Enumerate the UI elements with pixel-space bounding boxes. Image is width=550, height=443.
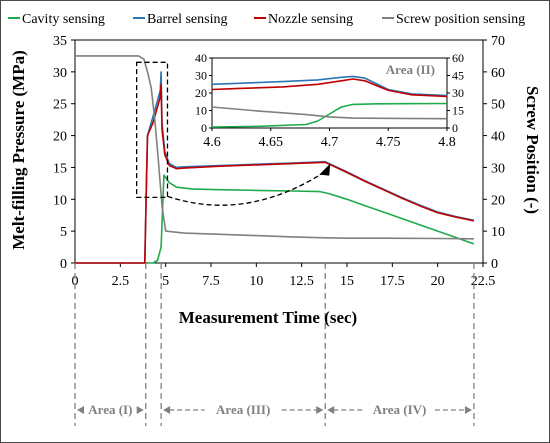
x-tick-label: 12.5 bbox=[289, 274, 314, 289]
y2-tick-label: 70 bbox=[491, 34, 505, 49]
x-tick-label: 17.5 bbox=[380, 274, 405, 289]
y2-tick-label: 10 bbox=[491, 225, 505, 240]
y2-axis-label: Screw Position (-) bbox=[523, 86, 542, 214]
region-arrow-head bbox=[327, 406, 335, 414]
inset-y-tick-label: 0 bbox=[201, 121, 207, 135]
y2-tick-label: 30 bbox=[491, 161, 505, 176]
inset-plot: 0 10 20 30 40 0 15 30 45 60 4.6 4.65 4.7 4.75 4.8 Area … bbox=[195, 51, 464, 150]
inset-y2-tick-label: 0 bbox=[452, 121, 458, 135]
region-arrow-head bbox=[136, 406, 144, 414]
x-tick-label: 15 bbox=[340, 274, 354, 289]
inset-y2-tick-label: 15 bbox=[452, 104, 464, 118]
legend-label-barrel-sensing: Barrel sensing bbox=[147, 12, 227, 27]
inset-x-tick-label: 4.65 bbox=[259, 135, 284, 150]
zoom-arrow-head bbox=[319, 163, 331, 176]
y2-tick-label: 40 bbox=[491, 130, 505, 145]
x-tick-label: 2.5 bbox=[112, 274, 130, 289]
zoom-box bbox=[136, 61, 169, 199]
region-arrow-head bbox=[77, 406, 84, 414]
series-line-cavity-sensing bbox=[147, 174, 475, 264]
y2-tick-label: 0 bbox=[491, 257, 498, 272]
region-arrow-head bbox=[464, 406, 472, 414]
inset-series-line-cavity-sensing bbox=[211, 102, 448, 128]
y-tick-label: 15 bbox=[53, 161, 67, 176]
inset-x-tick-label: 4.6 bbox=[203, 135, 221, 150]
inset-x-tick-label: 4.75 bbox=[376, 135, 401, 150]
inset-y2-tick-label: 45 bbox=[452, 69, 464, 83]
legend: Cavity sensing Barrel sensing Nozzle sensi… bbox=[8, 12, 525, 27]
region-label: Area (IV) bbox=[373, 402, 427, 417]
region-label: Area (I) bbox=[88, 402, 132, 417]
x-tick-label: 10 bbox=[249, 274, 263, 289]
x-tick-label: 5 bbox=[162, 274, 169, 289]
inset-series-line-barrel-sensing bbox=[211, 75, 448, 97]
plot-frame bbox=[74, 39, 484, 264]
x-tick-label: 7.5 bbox=[202, 274, 220, 289]
legend-label-cavity-sensing: Cavity sensing bbox=[22, 12, 105, 27]
area-regions: Area (I) Area (III) Area (IV) bbox=[74, 263, 475, 426]
inset-label: Area (II) bbox=[386, 62, 435, 77]
y-tick-label: 20 bbox=[53, 130, 67, 145]
inset-series-line-nozzle-sensing bbox=[211, 78, 448, 98]
inset-x-tick-label: 4.7 bbox=[321, 135, 339, 150]
region-label: Area (III) bbox=[216, 402, 270, 417]
legend-label-nozzle-sensing: Nozzle sensing bbox=[268, 12, 353, 27]
inset-y-tick-label: 10 bbox=[195, 104, 207, 118]
y-tick-label: 30 bbox=[53, 66, 67, 81]
x-tick-label: 0 bbox=[72, 274, 79, 289]
inset-y-tick-label: 30 bbox=[195, 69, 207, 83]
y2-tick-label: 20 bbox=[491, 193, 505, 208]
x-tick-label: 22.5 bbox=[471, 274, 496, 289]
inset-y-tick-label: 40 bbox=[195, 51, 207, 65]
y-tick-label: 25 bbox=[53, 98, 67, 113]
series-line-nozzle-sensing bbox=[75, 83, 475, 264]
region-arrow-head bbox=[163, 406, 171, 414]
x-tick-label: 20 bbox=[431, 274, 445, 289]
inset-x-tick-label: 4.8 bbox=[438, 135, 456, 150]
main-plot: 0 5 10 15 20 25 30 35 0 10 20 30 40 50 60 70 0 2.5 5 7.5 10 1… bbox=[53, 34, 505, 289]
y-axis-label: Melt-filling Pressure (MPa) bbox=[9, 50, 28, 250]
zoom-arrow bbox=[167, 171, 326, 206]
inset-series-line-screw-position-sensing bbox=[211, 106, 448, 120]
inset-y2-tick-label: 30 bbox=[452, 86, 464, 100]
series-line-screw-position-sensing bbox=[75, 55, 474, 240]
y-tick-label: 5 bbox=[60, 225, 67, 240]
inset-y-tick-label: 20 bbox=[195, 86, 207, 100]
x-axis-label: Measurement Time (sec) bbox=[179, 308, 357, 327]
y2-tick-label: 60 bbox=[491, 66, 505, 81]
legend-label-screw-position-sensing: Screw position sensing bbox=[396, 12, 525, 27]
inset-y2-tick-label: 60 bbox=[452, 51, 464, 65]
region-arrow-head bbox=[316, 406, 324, 414]
y-tick-label: 0 bbox=[60, 257, 67, 272]
y-tick-label: 35 bbox=[53, 34, 67, 49]
y2-tick-label: 50 bbox=[491, 98, 505, 113]
y-tick-label: 10 bbox=[53, 193, 67, 208]
